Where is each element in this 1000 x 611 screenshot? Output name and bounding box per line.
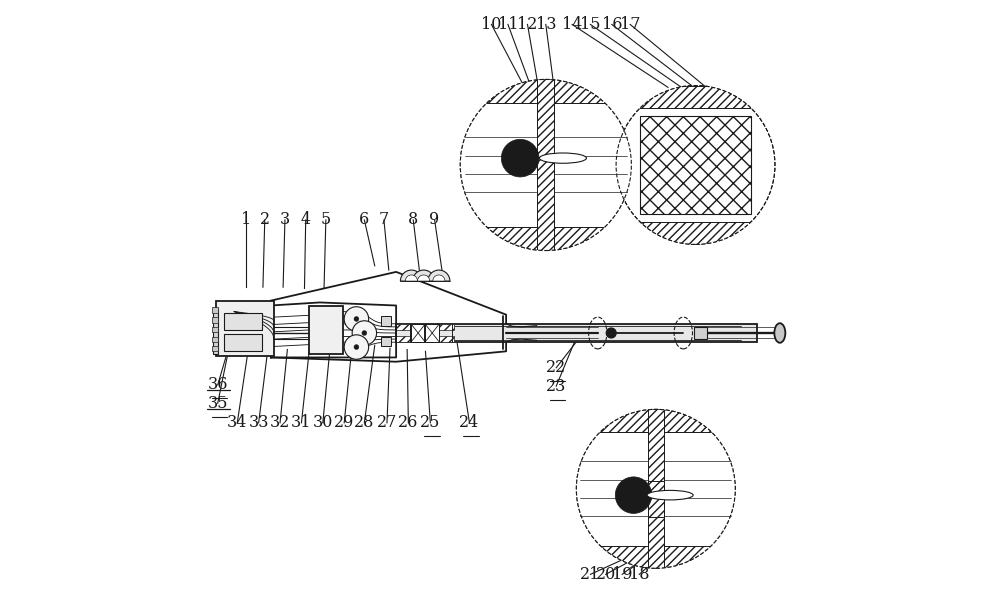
Wedge shape bbox=[433, 275, 445, 281]
Circle shape bbox=[616, 86, 775, 244]
Text: 23: 23 bbox=[546, 378, 566, 395]
Circle shape bbox=[362, 331, 367, 335]
Bar bbox=[396, 324, 757, 342]
Ellipse shape bbox=[774, 323, 785, 343]
Bar bbox=[213, 309, 218, 354]
Bar bbox=[537, 79, 554, 251]
Text: 33: 33 bbox=[248, 414, 269, 431]
Bar bbox=[576, 409, 735, 431]
Text: 5: 5 bbox=[321, 211, 331, 229]
Wedge shape bbox=[413, 270, 435, 281]
Circle shape bbox=[352, 321, 377, 345]
Text: 25: 25 bbox=[420, 414, 441, 431]
Text: 3: 3 bbox=[280, 211, 290, 229]
Text: 36: 36 bbox=[207, 376, 228, 393]
Bar bbox=[425, 324, 439, 342]
Wedge shape bbox=[405, 275, 418, 281]
Text: 19: 19 bbox=[612, 566, 632, 583]
Circle shape bbox=[354, 345, 359, 349]
Text: 32: 32 bbox=[270, 414, 290, 431]
Text: 28: 28 bbox=[354, 414, 375, 431]
Bar bbox=[616, 86, 775, 108]
Circle shape bbox=[615, 477, 652, 513]
Bar bbox=[309, 306, 343, 354]
Wedge shape bbox=[400, 270, 422, 281]
Text: 16: 16 bbox=[602, 16, 622, 33]
Text: 34: 34 bbox=[227, 414, 247, 431]
Bar bbox=[212, 337, 218, 342]
Text: 21: 21 bbox=[580, 566, 601, 583]
Circle shape bbox=[606, 328, 616, 338]
Bar bbox=[396, 324, 454, 330]
Circle shape bbox=[354, 316, 359, 321]
Text: 26: 26 bbox=[398, 414, 419, 431]
Text: 20: 20 bbox=[596, 566, 616, 583]
Bar bbox=[212, 307, 218, 313]
Bar bbox=[212, 327, 218, 332]
Text: 11: 11 bbox=[498, 16, 518, 33]
Bar bbox=[224, 334, 262, 351]
Text: 1: 1 bbox=[241, 211, 252, 229]
Text: 13: 13 bbox=[536, 16, 556, 33]
Text: 7: 7 bbox=[379, 211, 389, 229]
Bar bbox=[537, 79, 554, 251]
Text: 31: 31 bbox=[291, 414, 312, 431]
Bar bbox=[381, 316, 391, 326]
Bar bbox=[460, 103, 631, 227]
Bar bbox=[576, 431, 735, 546]
Bar bbox=[648, 409, 664, 568]
Bar bbox=[640, 115, 751, 214]
Bar bbox=[460, 79, 631, 103]
Bar bbox=[381, 337, 391, 346]
Bar bbox=[224, 313, 262, 330]
Bar bbox=[216, 301, 274, 356]
Text: 35: 35 bbox=[207, 395, 228, 412]
Text: 30: 30 bbox=[313, 414, 333, 431]
Bar bbox=[460, 126, 631, 203]
Text: 24: 24 bbox=[459, 414, 480, 431]
Text: 2: 2 bbox=[260, 211, 270, 229]
Circle shape bbox=[344, 335, 369, 359]
Ellipse shape bbox=[539, 153, 586, 163]
Circle shape bbox=[501, 139, 539, 177]
Bar bbox=[460, 227, 631, 251]
Text: 12: 12 bbox=[517, 16, 538, 33]
Bar bbox=[694, 327, 707, 339]
Text: 14: 14 bbox=[562, 16, 582, 33]
Bar bbox=[648, 481, 664, 516]
Text: 6: 6 bbox=[359, 211, 369, 229]
Text: 4: 4 bbox=[301, 211, 311, 229]
Bar bbox=[212, 346, 218, 351]
Bar bbox=[616, 222, 775, 244]
Bar bbox=[212, 317, 218, 323]
Bar bbox=[396, 336, 454, 342]
Bar bbox=[576, 546, 735, 568]
Text: 9: 9 bbox=[429, 211, 440, 229]
Circle shape bbox=[577, 410, 734, 568]
Text: 8: 8 bbox=[408, 211, 418, 229]
Text: 15: 15 bbox=[580, 16, 601, 33]
Text: 10: 10 bbox=[481, 16, 502, 33]
Circle shape bbox=[576, 409, 735, 568]
Circle shape bbox=[617, 86, 774, 244]
Wedge shape bbox=[428, 270, 450, 281]
Text: 22: 22 bbox=[546, 359, 566, 376]
Ellipse shape bbox=[647, 491, 693, 500]
Bar bbox=[411, 324, 425, 342]
Text: 18: 18 bbox=[629, 566, 650, 583]
Circle shape bbox=[344, 307, 369, 331]
Circle shape bbox=[461, 80, 631, 250]
Text: 27: 27 bbox=[377, 414, 397, 431]
Text: 17: 17 bbox=[620, 16, 640, 33]
Text: 29: 29 bbox=[334, 414, 354, 431]
Circle shape bbox=[460, 79, 631, 251]
Wedge shape bbox=[418, 275, 430, 281]
